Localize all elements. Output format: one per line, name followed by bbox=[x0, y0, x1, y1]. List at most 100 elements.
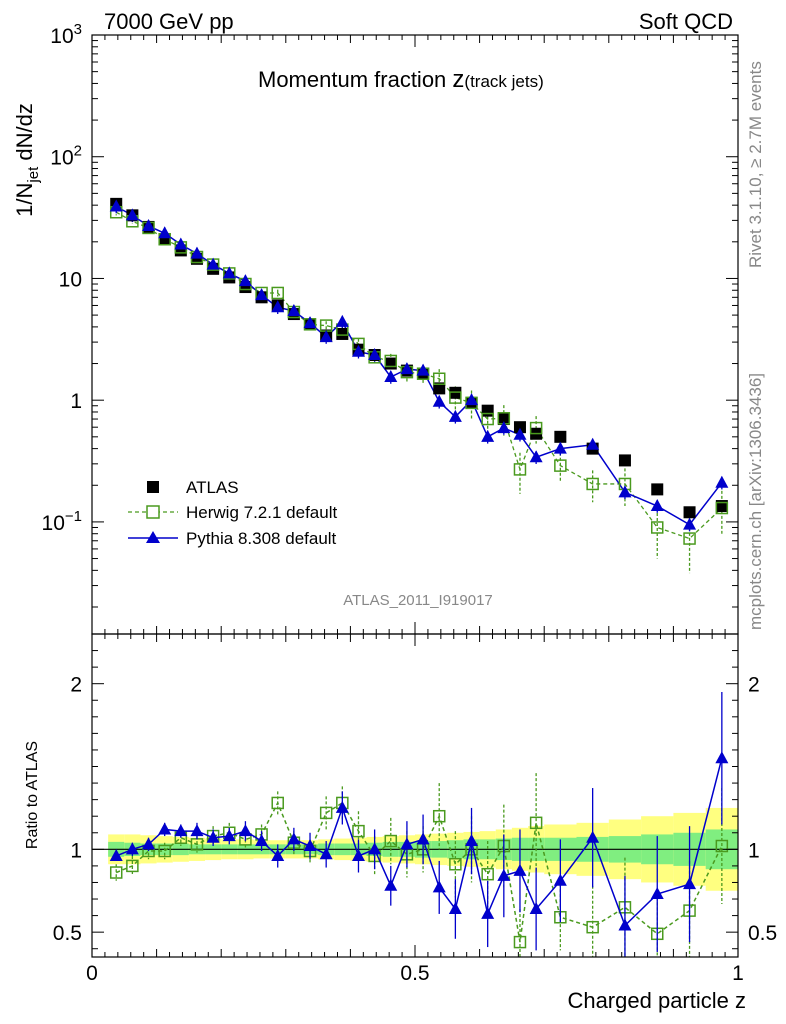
y-tick-label: 103 bbox=[50, 21, 82, 48]
pythia-point bbox=[109, 199, 123, 212]
ratio-tick-labels: 0.5 0.51 12 20 0.5 1 bbox=[53, 674, 777, 985]
pythia-point bbox=[384, 370, 398, 383]
main-y-axis-label: 1/Njet dN/dz bbox=[12, 103, 42, 217]
pythia-ratio-point bbox=[683, 877, 697, 890]
pythia-ratio-point bbox=[271, 848, 285, 861]
pythia-point bbox=[368, 348, 382, 361]
pythia-point bbox=[125, 208, 139, 221]
ylabel-rest: dN/dz bbox=[12, 103, 37, 167]
pythia-ratio-point bbox=[465, 834, 479, 847]
title-symbol: z bbox=[452, 66, 464, 93]
pythia-ratio-point bbox=[650, 887, 664, 900]
herwig-ratio-point bbox=[449, 857, 462, 871]
herwig-ratio-point bbox=[384, 834, 398, 848]
pythia-ratio-point bbox=[287, 832, 301, 845]
herwig-ratio-point bbox=[513, 935, 527, 949]
herwig-ratio-point bbox=[715, 839, 729, 853]
pythia-ratio-point bbox=[481, 906, 495, 919]
pythia-point bbox=[416, 363, 430, 376]
x-tick-label: 1 bbox=[732, 962, 744, 985]
atlas-point bbox=[174, 244, 187, 257]
pythia-point bbox=[174, 237, 188, 250]
main-chart-title: Momentum fraction z(track jets) bbox=[258, 66, 544, 93]
pythia-point bbox=[683, 517, 697, 530]
pythia-point bbox=[158, 226, 172, 239]
pythia-point bbox=[448, 409, 462, 422]
pythia-ratio-point bbox=[448, 901, 462, 914]
herwig-point bbox=[384, 354, 398, 368]
pythia-ratio-point bbox=[368, 842, 382, 855]
herwig-ratio-point bbox=[529, 816, 543, 830]
pythia-point bbox=[319, 330, 333, 343]
pythia-point bbox=[465, 393, 479, 406]
pythia-ratio-point bbox=[553, 873, 567, 886]
pythia-point bbox=[190, 246, 204, 259]
pythia-point bbox=[432, 394, 446, 407]
atlas-point bbox=[683, 506, 696, 519]
pythia-ratio-point bbox=[513, 863, 527, 876]
ratio-y-tick-label-left: 2 bbox=[70, 674, 82, 697]
herwig-ratio-point bbox=[271, 796, 284, 810]
legend-pythia-label: Pythia 8.308 default bbox=[186, 529, 337, 548]
ratio-y-axis-label: Ratio to ATLAS bbox=[24, 741, 41, 849]
herwig-point bbox=[554, 459, 567, 472]
pythia-point bbox=[351, 344, 365, 357]
pythia-point bbox=[206, 257, 220, 270]
herwig-point bbox=[683, 532, 696, 545]
ratio-series-layer bbox=[109, 691, 729, 957]
herwig-point bbox=[651, 521, 664, 534]
herwig-point bbox=[513, 463, 527, 476]
pythia-point bbox=[303, 316, 317, 329]
pythia-point bbox=[497, 421, 511, 434]
herwig-point bbox=[529, 421, 543, 435]
legend: ATLAS Herwig 7.2.1 default Pythia 8.308 … bbox=[128, 478, 337, 548]
pythia-ratio-point bbox=[335, 800, 349, 813]
pythia-ratio-point bbox=[255, 834, 269, 847]
pythia-ratio-point bbox=[174, 824, 188, 837]
ratio-ticks bbox=[91, 634, 739, 957]
herwig-point bbox=[715, 501, 729, 515]
legend-herwig-marker bbox=[146, 505, 160, 519]
ratio-y-tick-label-left: 0.5 bbox=[53, 922, 82, 945]
ylabel-sub: jet bbox=[25, 166, 42, 184]
atlas-point bbox=[651, 483, 664, 496]
herwig-point bbox=[271, 286, 284, 300]
herwig-ratio-point bbox=[126, 859, 139, 873]
ylabel-main: 1/N bbox=[12, 183, 37, 217]
x-axis-label: Charged particle z bbox=[567, 988, 746, 1013]
atlas-point bbox=[336, 327, 349, 340]
atlas-point bbox=[433, 382, 446, 395]
title-main: Momentum fraction bbox=[258, 67, 452, 92]
pythia-ratio-point bbox=[319, 847, 333, 860]
ratio-y-tick-label-left: 1 bbox=[70, 839, 82, 862]
herwig-point bbox=[449, 391, 462, 404]
ratio-y-tick-label-right: 1 bbox=[748, 839, 760, 862]
rivet-label: Rivet 3.1.10, ≥ 2.7M events bbox=[746, 61, 765, 268]
pythia-ratio-point bbox=[432, 880, 446, 893]
herwig-ratio-point bbox=[352, 824, 365, 838]
pythia-ratio-point bbox=[400, 837, 414, 850]
atlas-point bbox=[618, 454, 631, 467]
pythia-ratio-point bbox=[586, 830, 600, 843]
pythia-point bbox=[142, 218, 156, 231]
herwig-ratio-point bbox=[432, 809, 446, 823]
beam-label: 7000 GeV pp bbox=[104, 9, 234, 34]
herwig-point bbox=[586, 477, 599, 491]
x-tick-label: 0.5 bbox=[400, 962, 429, 985]
pythia-point bbox=[618, 485, 632, 498]
x-tick-label: 0 bbox=[86, 962, 98, 985]
pythia-line bbox=[115, 205, 723, 526]
title-subscript: (track jets) bbox=[464, 72, 543, 91]
pythia-ratio-point bbox=[238, 824, 252, 837]
herwig-ratio-point bbox=[319, 806, 333, 820]
legend-pythia-marker bbox=[146, 531, 160, 543]
ratio-y-tick-label-right: 2 bbox=[748, 674, 760, 697]
y-tick-label: 10 bbox=[59, 268, 82, 291]
atlas-point bbox=[554, 430, 567, 443]
pythia-point bbox=[271, 300, 285, 313]
main-y-ticks bbox=[91, 34, 739, 634]
ratio-y-tick-label-right: 0.5 bbox=[748, 922, 777, 945]
process-label: Soft QCD bbox=[639, 9, 733, 34]
pythia-point bbox=[255, 288, 269, 301]
pythia-ratio-point bbox=[303, 839, 317, 852]
